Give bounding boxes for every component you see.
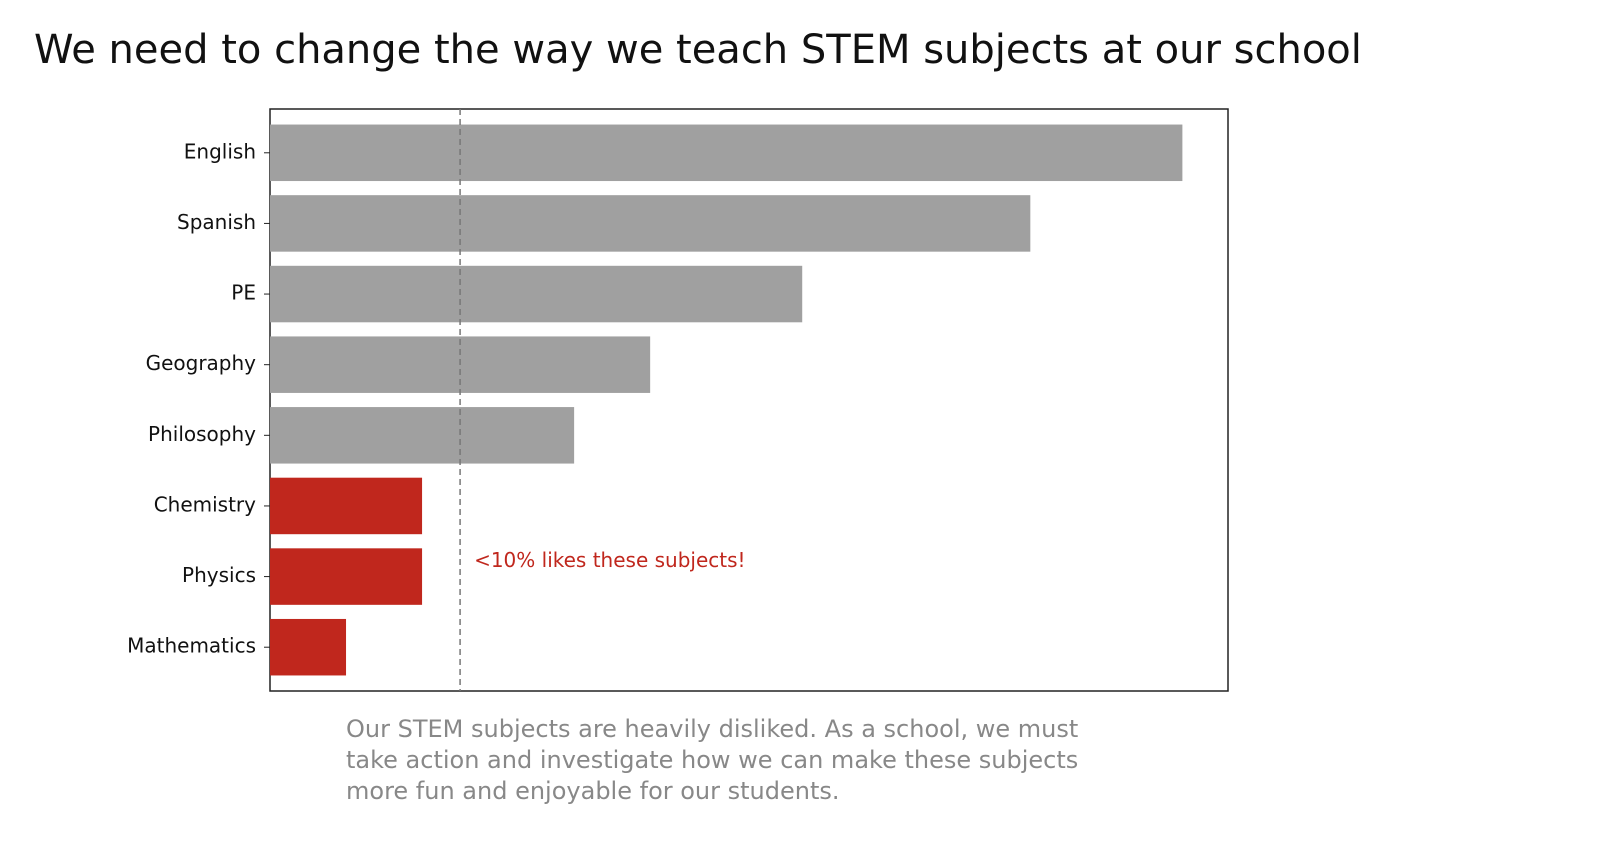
y-tick-label: English	[184, 139, 256, 163]
y-tick-label: Mathematics	[127, 634, 256, 658]
bar	[270, 265, 803, 323]
caption: take action and investigate how we can m…	[346, 746, 1078, 774]
caption: Our STEM subjects are heavily disliked. …	[346, 715, 1078, 743]
annotation: <10% likes these subjects!	[474, 548, 745, 572]
bar	[270, 548, 423, 605]
bar	[270, 477, 423, 535]
bar	[270, 124, 1183, 182]
bar	[270, 618, 347, 676]
y-tick-label: Chemistry	[154, 492, 256, 516]
chart-title: We need to change the way we teach STEM …	[34, 27, 1362, 73]
bar	[270, 195, 1031, 252]
bar	[270, 407, 575, 464]
y-tick-label: Physics	[182, 563, 256, 587]
y-tick-label: Geography	[146, 351, 257, 375]
caption: more fun and enjoyable for our students.	[346, 777, 840, 805]
plot-frame	[269, 108, 1229, 692]
y-tick-label: Spanish	[177, 210, 256, 234]
y-tick-label: Philosophy	[148, 422, 256, 446]
y-tick-label: PE	[231, 281, 256, 305]
